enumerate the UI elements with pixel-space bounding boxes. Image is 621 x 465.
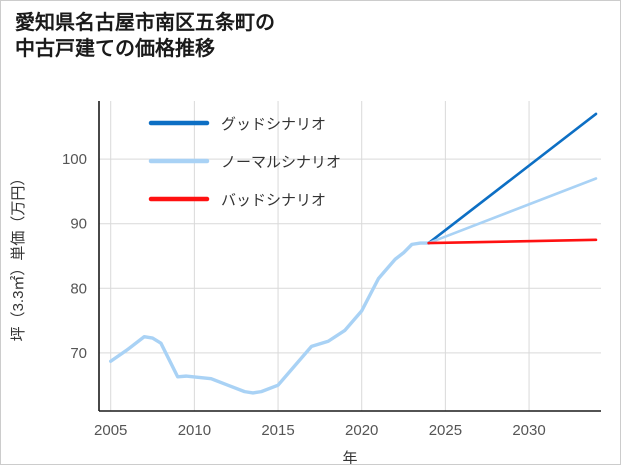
x-axis-tick-2010: 2010 [178,422,211,439]
x-axis-tick-2030: 2030 [512,422,545,439]
chart-card: 愛知県名古屋市南区五条町の 中古戸建ての価格推移 70 80 90 100 2005 20… [0,0,621,465]
x-axis-tick-2005: 2005 [94,422,127,439]
legend-label-バッドシナリオ[interactable]: バッドシナリオ [221,192,326,209]
y-axis-tick-80: 80 [70,280,87,297]
x-axis-label: 年 [342,450,357,465]
legend-label-ノーマルシナリオ[interactable]: ノーマルシナリオ [221,154,341,171]
chart-svg[interactable]: 70 80 90 100 2005 2010 2015 2020 2025 2030 年 坪（3.3㎡… [1,91,621,465]
legend-label-グッドシナリオ[interactable]: グッドシナリオ [221,116,326,133]
x-axis-tick-2025: 2025 [429,422,462,439]
y-axis-tick-90: 90 [70,216,87,233]
y-axis-tick-100: 100 [62,151,87,168]
x-axis-tick-2015: 2015 [261,422,294,439]
chart-title: 愛知県名古屋市南区五条町の 中古戸建ての価格推移 [15,11,606,62]
y-axis-tick-70: 70 [70,345,87,362]
x-axis-tick-2020: 2020 [345,422,378,439]
y-axis-label: 坪（3.3㎡）単価（万円） [10,171,27,342]
chart-plot-area: 70 80 90 100 2005 2010 2015 2020 2025 2030 年 坪（3.3㎡… [1,91,621,465]
